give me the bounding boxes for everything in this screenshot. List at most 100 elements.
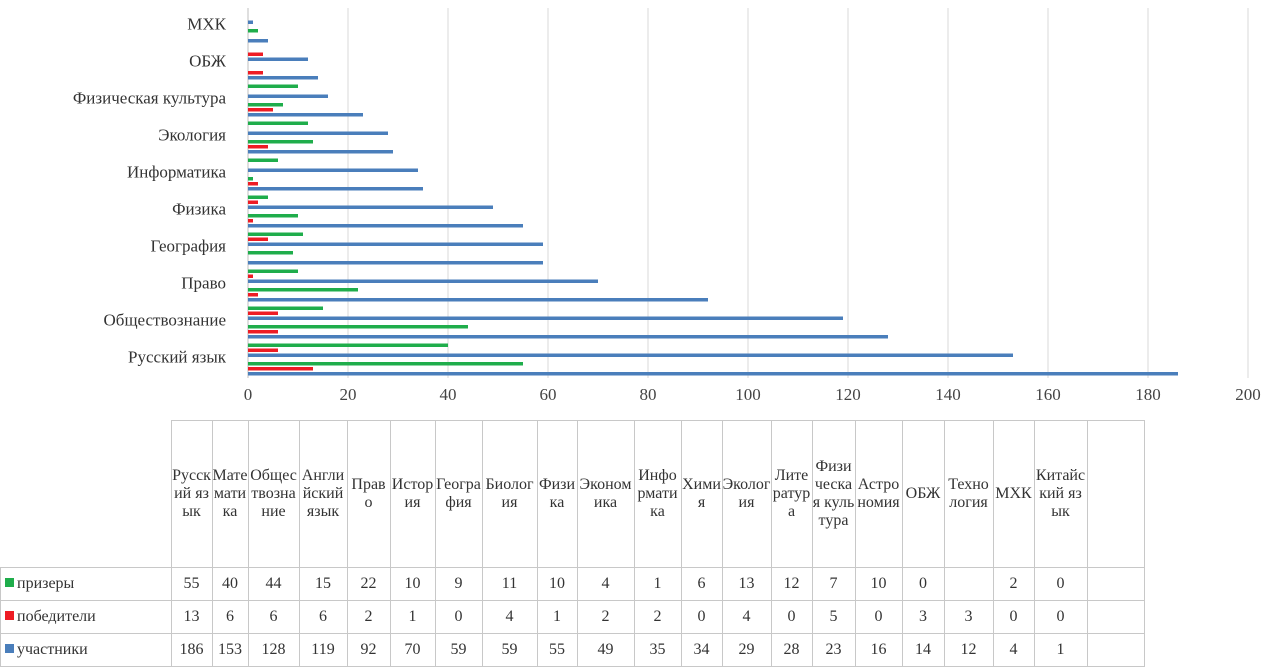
table-cell: 2 bbox=[576, 600, 635, 634]
bar-участники bbox=[248, 57, 308, 61]
table-cell: 10 bbox=[536, 567, 578, 601]
table-cell bbox=[943, 567, 994, 601]
table-cell: 6 bbox=[247, 600, 300, 634]
table-cell: 0 bbox=[854, 600, 903, 634]
table-cell: 4 bbox=[721, 600, 772, 634]
table-body: призеры 55 40 44 15 22 10 9 11 10 4 1 6 13 12 7 10 0 2 0 поб… bbox=[0, 567, 1145, 667]
x-tick-label: 180 bbox=[1135, 385, 1161, 404]
table-cell: 153 bbox=[211, 633, 249, 667]
y-category-label: Физика bbox=[172, 200, 226, 219]
table-cell: 59 bbox=[481, 633, 538, 667]
x-tick-label: 200 bbox=[1235, 385, 1261, 404]
table-header-cell: Русский язык bbox=[170, 420, 213, 568]
table-cell: 14 bbox=[901, 633, 945, 667]
table-header-cell: ОБЖ bbox=[901, 420, 945, 568]
table-empty-cell bbox=[1086, 567, 1145, 601]
table-row: участники 186 153 128 119 92 70 59 59 55 49 35 34 29 2… bbox=[0, 633, 1145, 667]
x-tick-label: 60 bbox=[540, 385, 557, 404]
table-cell: 0 bbox=[680, 600, 723, 634]
table-header-cell: Право bbox=[346, 420, 391, 568]
table-header-cell: Технология bbox=[943, 420, 994, 568]
bar-победители bbox=[248, 219, 253, 223]
table-cell: 7 bbox=[811, 567, 856, 601]
bar-участники bbox=[248, 168, 418, 172]
x-tick-label: 40 bbox=[440, 385, 457, 404]
table-header-cell: Обществознание bbox=[247, 420, 300, 568]
table-cell: 12 bbox=[943, 633, 994, 667]
bar-победители bbox=[248, 330, 278, 334]
bar-участники bbox=[248, 205, 493, 209]
table-empty-cell bbox=[1086, 600, 1145, 634]
bar-победители bbox=[248, 71, 263, 75]
bar-победители bbox=[248, 367, 313, 371]
bar-участники bbox=[248, 113, 363, 117]
y-category-label: ОБЖ bbox=[189, 52, 227, 71]
bars bbox=[248, 20, 1178, 376]
table-corner bbox=[0, 420, 172, 568]
table-header-cell: Астрономия bbox=[854, 420, 903, 568]
table-cell: 13 bbox=[170, 600, 213, 634]
table-cell: 0 bbox=[434, 600, 483, 634]
category-axis-labels: Русский язык Обществознание Право География… bbox=[73, 15, 227, 367]
table-header-cell: История bbox=[389, 420, 436, 568]
bar-победители bbox=[248, 52, 263, 56]
table-header-cell: Экология bbox=[721, 420, 772, 568]
bar-призеры bbox=[248, 121, 308, 125]
legend-swatch bbox=[5, 578, 14, 587]
y-category-label: МХК bbox=[187, 15, 226, 34]
table-cell: 6 bbox=[680, 567, 723, 601]
table-cell: 11 bbox=[481, 567, 538, 601]
bar-призеры bbox=[248, 214, 298, 218]
table-cell: 55 bbox=[536, 633, 578, 667]
table-cell: 49 bbox=[576, 633, 635, 667]
bar-призеры bbox=[248, 232, 303, 236]
table-cell: 16 bbox=[854, 633, 903, 667]
x-tick-label: 120 bbox=[835, 385, 861, 404]
y-category-label: Экология bbox=[158, 126, 226, 145]
table-cell: 10 bbox=[389, 567, 436, 601]
bar-призеры bbox=[248, 325, 468, 329]
bar-победители bbox=[248, 182, 258, 186]
x-tick-label: 140 bbox=[935, 385, 961, 404]
table-row: призеры 55 40 44 15 22 10 9 11 10 4 1 6 13 12 7 10 0 2 0 bbox=[0, 567, 1145, 601]
table-cell: 44 bbox=[247, 567, 300, 601]
bar-победители bbox=[248, 348, 278, 352]
bar-победители bbox=[248, 108, 273, 112]
bar-участники bbox=[248, 316, 843, 320]
bar-участники bbox=[248, 261, 543, 265]
legend-swatch bbox=[5, 611, 14, 620]
bar-призеры bbox=[248, 140, 313, 144]
legend-swatch bbox=[5, 644, 14, 653]
bar-призеры bbox=[248, 84, 298, 88]
bar-призеры bbox=[248, 362, 523, 366]
table-cell: 3 bbox=[901, 600, 945, 634]
table-cell: 4 bbox=[992, 633, 1035, 667]
table-row-header: призеры bbox=[0, 567, 172, 601]
table-empty-cell bbox=[1086, 633, 1145, 667]
bar-участники bbox=[248, 131, 388, 135]
bar-участники bbox=[248, 150, 393, 154]
bar-призеры bbox=[248, 306, 323, 310]
y-category-label: География bbox=[150, 237, 226, 256]
bar-победители bbox=[248, 274, 253, 278]
bar-призеры bbox=[248, 251, 293, 255]
table-cell: 6 bbox=[211, 600, 249, 634]
bar-призеры bbox=[248, 269, 298, 273]
y-category-label: Обществознание bbox=[104, 311, 226, 330]
x-tick-label: 20 bbox=[340, 385, 357, 404]
table-header-cell: Литература bbox=[770, 420, 813, 568]
table-cell: 28 bbox=[770, 633, 813, 667]
table-header-cell: Физика bbox=[536, 420, 578, 568]
bar-участники bbox=[248, 298, 708, 302]
table-cell: 12 bbox=[770, 567, 813, 601]
bar-победители bbox=[248, 311, 278, 315]
table-cell: 0 bbox=[770, 600, 813, 634]
table-cell: 29 bbox=[721, 633, 772, 667]
table-cell: 2 bbox=[992, 567, 1035, 601]
bar-победители bbox=[248, 293, 258, 297]
table-cell: 22 bbox=[346, 567, 391, 601]
y-category-label: Право bbox=[181, 274, 226, 293]
bar-chart: Русский язык Обществознание Право География… bbox=[73, 8, 1261, 404]
series-name: призеры bbox=[17, 575, 75, 592]
table-cell: 0 bbox=[992, 600, 1035, 634]
